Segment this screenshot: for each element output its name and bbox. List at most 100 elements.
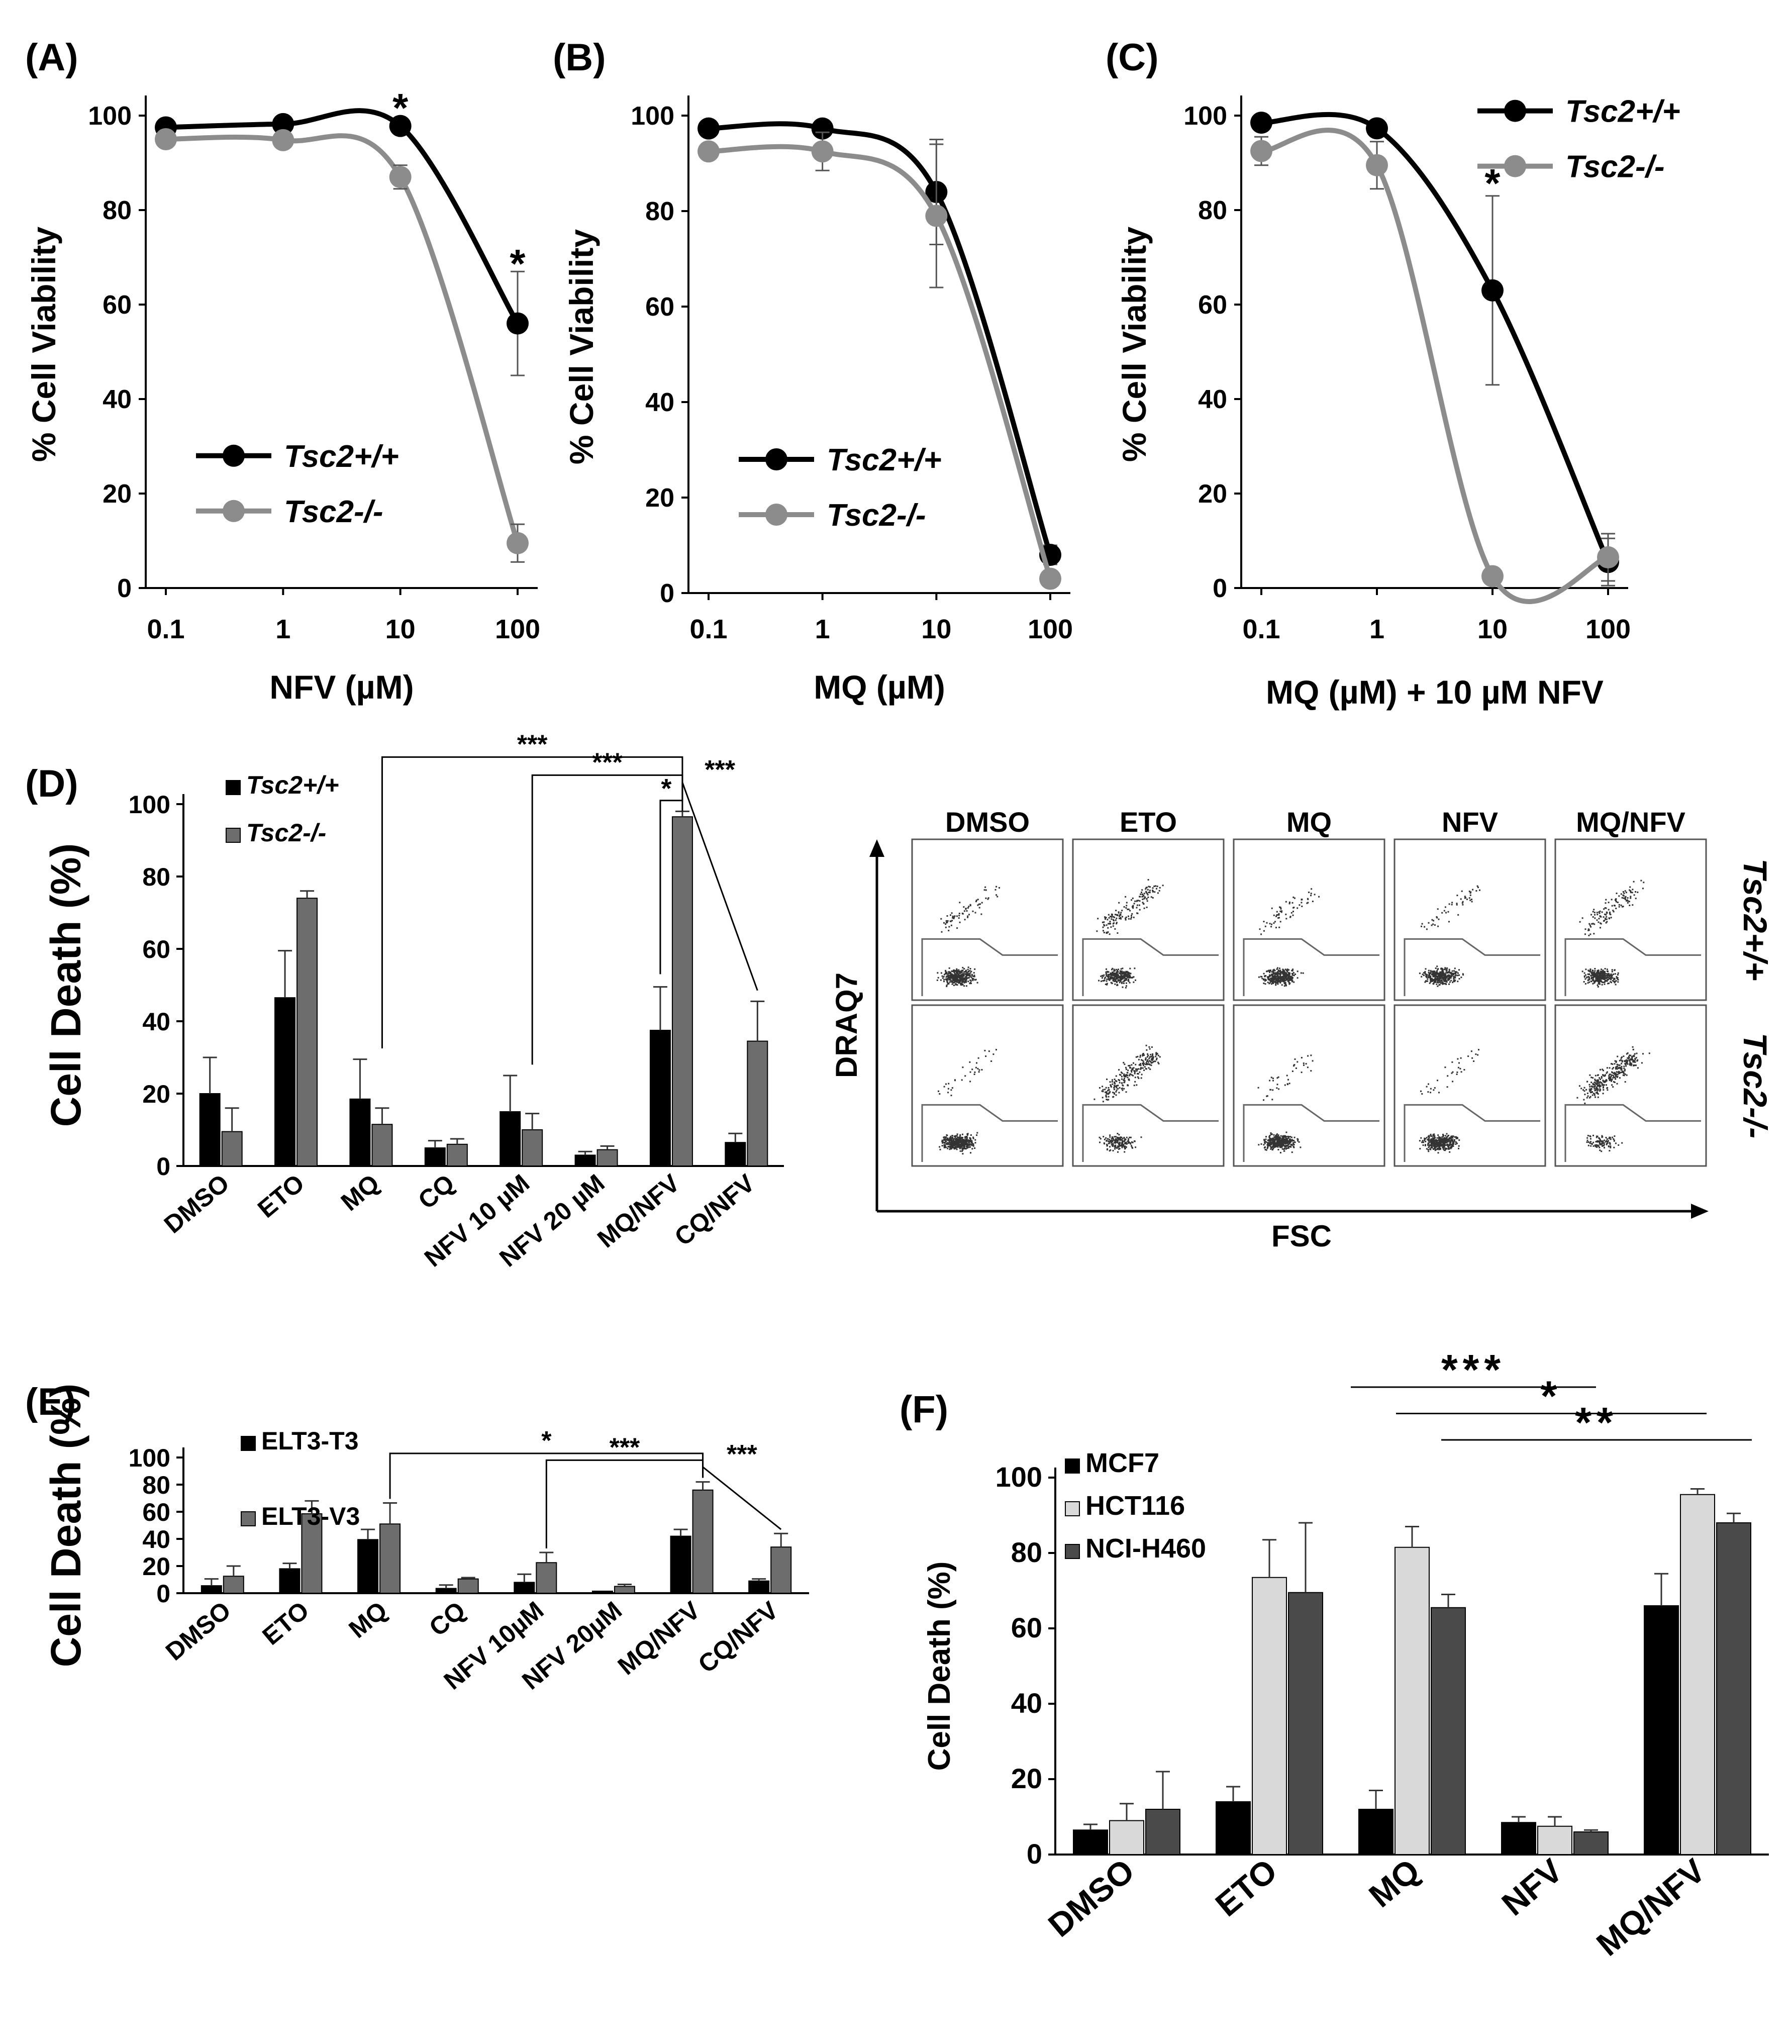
flow-events [1576,1046,1650,1152]
bar [522,1129,543,1166]
y-tick-label: 100 [995,1461,1042,1493]
y-tick-label: 100 [88,102,132,131]
y-tick-label: 0 [660,579,674,608]
bar [1145,1809,1180,1855]
bar [770,1546,792,1594]
category-label: CQ/NFV [693,1596,784,1679]
significance-stars: *** [592,748,623,777]
y-tick-label: 60 [1198,290,1227,320]
significance-bracket [659,800,683,975]
bar [614,1586,635,1594]
flow-plot-2-0 [1233,838,1385,1001]
bar [199,1093,221,1166]
data-point [811,140,834,163]
category-label: DMSO [1041,1852,1141,1944]
legend-marker [765,504,787,526]
bar [1216,1801,1251,1855]
category-label: ETO [252,1169,310,1223]
flow-column-label: MQ/NFV [1576,806,1685,838]
y-tick-label: 80 [142,1471,170,1499]
series-line [708,144,1053,579]
flow-plot-frame [1072,1004,1225,1167]
y-tick-label: 60 [103,290,132,320]
flow-gate [1564,1104,1701,1162]
flow-plot-frame [1393,838,1546,1001]
significance-star: * [392,85,409,130]
data-point [1366,117,1388,140]
flow-plot-4-0 [1554,838,1707,1001]
flow-plot-4-1 [1554,1004,1707,1167]
y-tick-label: 40 [645,388,674,417]
chart-A: (A) 0 20 40 60 80 100 0.1 1 10 100 NFV (µM) % Cell V… [25,36,540,706]
data-point [1481,279,1504,302]
data-point [155,128,177,150]
x-tick-label: 0.1 [147,614,184,644]
panel-label-D: (D) [25,762,78,805]
significance-stars: *** [727,1440,757,1469]
flow-gate [1564,938,1701,996]
legend-label: Tsc2-/- [284,495,383,529]
bar [279,1568,301,1594]
bar [1573,1831,1609,1855]
significance-stars: *** [610,1433,640,1462]
bar [536,1562,557,1594]
x-tick-label: 1 [275,614,290,644]
panel-label-E: (E) [25,1381,76,1423]
flow-plot-1-0 [1072,838,1225,1001]
data-point [698,140,720,163]
data-point [811,117,834,140]
panel-label-A: (A) [25,36,78,79]
y-tick-label: 0 [1213,574,1227,603]
y-tick-label: 20 [103,479,132,509]
flow-gate [1404,938,1540,996]
legend-label: HCT116 [1085,1491,1185,1521]
legend-swatch [241,1436,256,1451]
legend-marker [223,444,245,467]
flow-events [938,1049,997,1155]
bar [1395,1546,1430,1855]
flow-plot-3-0 [1393,838,1546,1001]
flow-plot-frame [911,838,1064,1001]
y-tick-label: 60 [142,1498,170,1526]
category-label: MQ/NFV [613,1596,706,1680]
flow-column-label: ETO [1120,806,1177,838]
bar [1680,1494,1715,1855]
y-tick-label: 80 [142,863,170,891]
flow-gate [1404,1104,1540,1162]
x-tick-label: 1 [1369,614,1384,644]
y-tick-label: 40 [142,1525,170,1553]
significance-stars: * [541,1426,552,1455]
legend-swatch [226,828,241,843]
y-tick-label: 40 [1198,385,1227,414]
data-point [1250,140,1272,162]
category-label: NFV [1495,1852,1569,1923]
category-label: CQ [413,1169,459,1215]
bar [1644,1605,1679,1855]
significance-bracket [545,1459,704,1548]
y-axis-title: Cell Death (%) [42,843,89,1127]
bar [1431,1607,1466,1855]
bar [301,1513,323,1594]
x-axis-title: MQ (µM) [814,668,945,706]
x-tick-label: 10 [1477,614,1508,644]
bar [725,1142,746,1166]
y-tick-label: 80 [103,196,132,225]
bar [457,1578,479,1594]
bar [670,1535,691,1594]
x-tick-label: 10 [385,614,416,644]
bar [500,1111,521,1166]
y-axis-title: Cell Death (%) [42,1384,89,1668]
flow-gate [1243,938,1379,996]
category-label: MQ [336,1169,385,1217]
y-tick-label: 0 [117,574,132,603]
significance-stars: *** [517,730,548,759]
significance-bracket [702,1465,782,1530]
flow-plot-0-1 [911,1004,1064,1167]
data-point [507,532,529,554]
category-label: CQ/NFV [669,1169,760,1251]
data-point [272,113,294,135]
bar [1358,1809,1393,1855]
bar [574,1154,596,1166]
